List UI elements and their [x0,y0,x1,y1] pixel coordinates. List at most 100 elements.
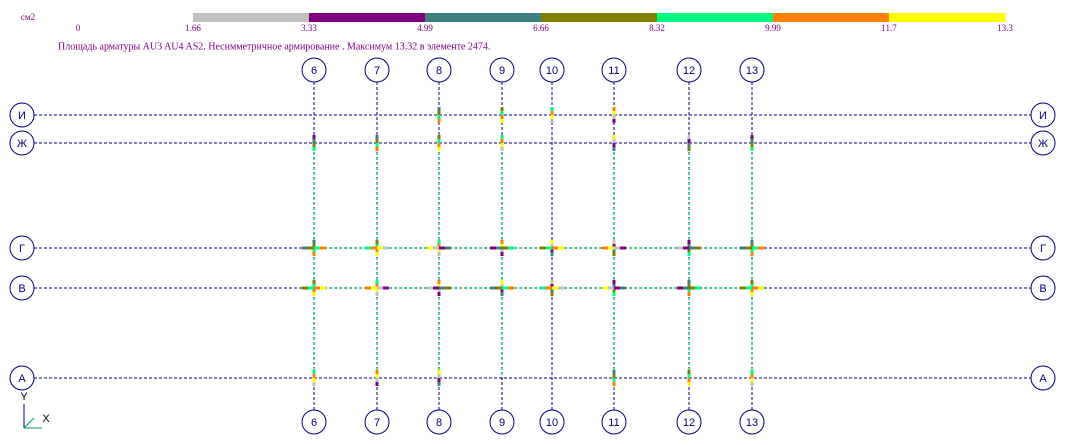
reinforcement-mark [612,244,616,248]
reinforcement-mark [375,370,379,374]
row-bubble [9,235,35,261]
reinforcement-mark [445,286,451,290]
reinforcement-mark [500,288,504,292]
reinforcement-mark [750,240,754,244]
reinforcement-mark [558,286,564,290]
column-label: 12 [683,65,695,77]
reinforcement-mark [302,246,308,250]
reinforcement-mark [552,246,558,250]
reinforcement-mark [383,286,389,290]
reinforcement-mark [500,115,504,119]
column-label: 6 [311,417,317,429]
reinforcement-mark [550,115,554,119]
reinforcement-mark [437,107,441,111]
reinforcement-mark [612,139,616,143]
reinforcement-mark [687,135,691,139]
column-label: 10 [546,417,558,429]
reinforcement-mark [687,248,691,252]
reinforcement-mark [612,111,616,115]
reinforcement-mark [445,246,451,250]
reinforcement-mark [683,286,689,290]
reinforcement-mark [750,280,754,284]
reinforcement-mark [437,111,441,115]
reinforcement-mark [550,244,554,248]
x-label: X [42,413,50,425]
legend-tick: 1.66 [185,23,201,33]
reinforcement-mark [602,246,608,250]
reinforcement-mark [687,139,691,143]
legend-swatch [425,13,542,22]
legend-tick: 4.99 [417,23,433,33]
reinforcement-mark [312,147,316,151]
reinforcement-mark [508,286,514,290]
column-label: 13 [746,417,758,429]
reinforcement-mark [500,284,504,288]
reinforcement-mark [496,286,502,290]
reinforcement-mark [371,246,377,250]
reinforcement-mark [687,244,691,248]
reinforcement-mark [614,246,620,250]
reinforcement-mark [612,143,616,147]
reinforcement-mark [377,286,383,290]
reinforcement-mark [371,286,377,290]
reinforcement-mark [312,139,316,143]
reinforcement-mark [502,246,508,250]
reinforcement-mark [677,246,683,250]
row-label: В [18,283,25,295]
reinforcement-mark [320,286,326,290]
reinforcement-mark [612,147,616,151]
row-label: А [18,373,26,385]
reinforcement-mark [612,382,616,386]
reinforcement-mark [437,115,441,119]
reinforcement-mark [312,374,316,378]
reinforcement-mark [750,378,754,382]
reinforcement-mark [750,143,754,147]
reinforcement-mark [437,240,441,244]
reinforcement-mark [508,246,514,250]
reinforcement-mark [437,280,441,284]
reinforcement-mark [550,292,554,296]
reinforcement-mark [312,244,316,248]
reinforcement-mark [550,252,554,256]
reinforcement-mark [365,286,371,290]
reinforcement-mark [375,143,379,147]
reinforcement-mark [312,284,316,288]
reinforcement-mark [750,244,754,248]
reinforcement-mark [312,248,316,252]
reinforcement-mark [500,111,504,115]
reinforcement-mark [320,246,326,250]
reinforcement-mark [612,107,616,111]
reinforcement-mark [500,280,504,284]
reinforcement-mark [312,382,316,386]
reinforcement-mark [677,286,683,290]
reinforcement-mark [427,286,433,290]
reinforcement-mark [614,286,620,290]
reinforcement-mark [687,284,691,288]
column-bubble [364,57,390,83]
reinforcement-mark [375,244,379,248]
column-bubble [489,409,515,435]
reinforcement-mark [750,292,754,296]
legend-tick: 6.66 [533,23,549,33]
reinforcement-mark [550,107,554,111]
reinforcement-mark [375,248,379,252]
reinforcement-mark [558,246,564,250]
reinforcement-mark [437,374,441,378]
column-bubble [301,57,327,83]
reinforcement-mark [750,288,754,292]
row-label: И [18,110,26,122]
reinforcement-mark [375,288,379,292]
column-bubble [364,409,390,435]
reinforcement-mark [550,240,554,244]
reinforcement-mark [750,382,754,386]
reinforcement-mark [437,288,441,292]
reinforcement-mark [687,292,691,296]
column-bubble [601,57,627,83]
reinforcement-mark [612,378,616,382]
reinforcement-mark [312,288,316,292]
legend-tick: 13.3 [997,23,1013,33]
reinforcement-mark [437,292,441,296]
reinforcement-mark [437,244,441,248]
reinforcement-mark [695,246,701,250]
